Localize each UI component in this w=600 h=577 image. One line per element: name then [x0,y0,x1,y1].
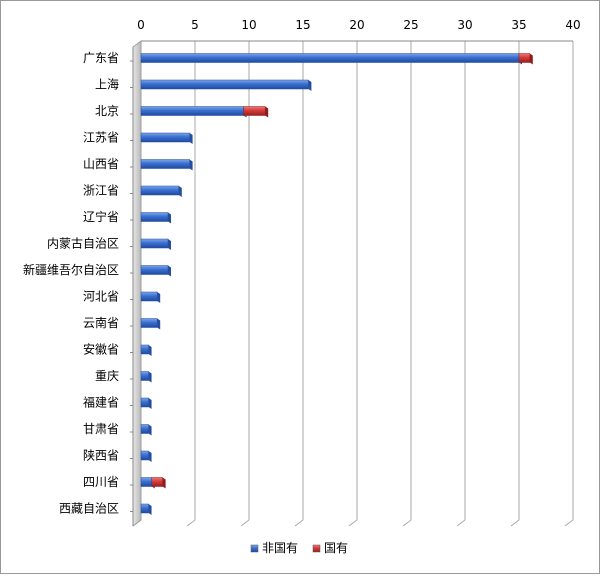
legend-swatch-state [312,544,321,553]
gridlines [132,41,574,527]
bar-non-state [140,185,180,196]
bar-non-state [140,159,190,169]
bar-non-state [140,291,158,302]
bar-non-state [140,344,149,355]
bar-non-state [140,106,244,116]
bar-non-state [140,318,158,328]
legend-swatch-non-state [250,544,259,553]
bar-non-state [140,132,190,143]
bar-state-cap [265,106,269,118]
y-category-label: 云南省 [83,315,119,330]
x-tick-label: 30 [457,18,472,32]
bar-non-state-cap [157,292,161,303]
bar-non-state [140,238,169,249]
bar-non-state [140,397,149,408]
y-category-label: 重庆 [95,369,119,383]
y-category-label: 四川省 [83,475,119,489]
y-category-label: 甘肃省 [83,422,119,436]
gridline-floor [186,519,196,527]
y-category-label: 辽宁省 [83,209,119,224]
y-category-label: 山西省 [83,157,119,171]
gridline-floor [348,519,358,527]
x-tick-label: 20 [349,18,364,32]
legend: 非国有 国有 [250,541,348,555]
y-category-label: 新疆维吾尔自治区 [23,262,119,277]
bar-non-state-cap [148,424,152,436]
bar-non-state [140,450,149,461]
labels: 0 5 10 15 20 25 30 35 40 广东省上海北京江苏省山西省浙江省辽宁省内蒙古自治… [23,18,581,516]
bar-non-state-cap [157,318,161,330]
y-category-label: 安徽省 [83,342,119,357]
bar-non-state [140,212,169,222]
bar-non-state-cap [148,451,152,462]
y-category-label: 上海 [95,77,119,92]
y-category-label: 福建省 [83,395,119,410]
bar-non-state-cap [148,504,152,515]
x-tick-label: 35 [511,18,526,32]
bar-non-state-cap [168,239,171,250]
bar-non-state-cap [189,159,193,171]
x-tick-label: 10 [241,18,256,32]
y-category-label: 北京 [95,104,119,118]
bar-non-state [140,79,309,90]
bar-non-state [140,503,149,514]
bar-non-state-cap [308,80,312,91]
gridline-floor [240,519,250,527]
bar-state-cap [162,477,166,489]
x-tick-label: 0 [137,18,145,32]
y-category-label: 河北省 [83,290,119,304]
bars [140,53,533,515]
x-tick-label: 5 [191,18,199,32]
x-tick-label: 40 [565,18,580,32]
gridline-floor [402,519,412,527]
legend-label-state: 国有 [324,541,348,555]
gridline-floor [510,519,520,527]
gridline-floor [456,519,466,527]
bar-state [151,477,163,487]
bar-non-state [140,424,149,434]
bar-non-state [140,53,520,63]
bar-non-state-cap [148,371,152,383]
legend-label-non-state: 非国有 [262,541,298,555]
gridline-floor [564,519,574,527]
bar-state [243,106,266,116]
y-category-label: 内蒙古自治区 [47,236,119,251]
y-category-label: 陕西省 [83,448,119,463]
gridline-floor [294,519,304,527]
bar-state-cap [529,53,533,65]
bar-non-state-cap [168,212,171,224]
bar-non-state [140,371,149,381]
y-category-label: 浙江省 [83,184,119,198]
bar-non-state-cap [148,398,152,409]
y-category-label: 江苏省 [83,131,119,145]
bar-state [518,53,531,63]
x-tick-label: 15 [295,18,310,32]
bar-non-state-cap [148,345,152,356]
y-category-label: 广东省 [83,51,119,65]
bar-non-state-cap [178,186,182,197]
bar-non-state-cap [189,133,193,144]
bar-non-state [140,265,169,275]
y-category-label: 西藏自治区 [59,502,119,516]
bar-non-state [140,477,153,487]
x-tick-label: 25 [403,18,418,32]
axis-wall [132,40,142,527]
axes [130,40,573,527]
bar-non-state-cap [168,265,171,277]
